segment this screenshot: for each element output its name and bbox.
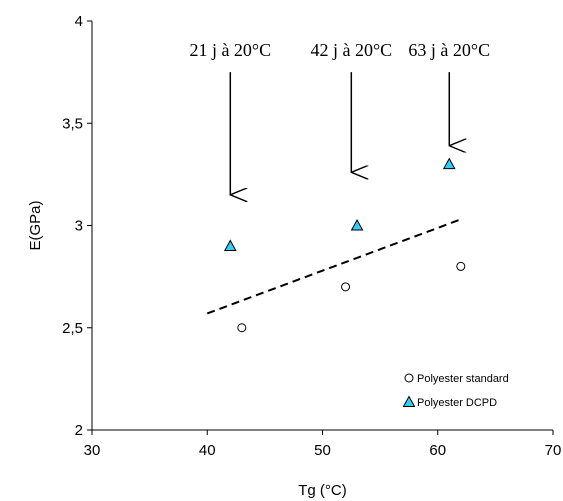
y-axis-title: E(GPa) bbox=[27, 200, 44, 250]
y-tick-label: 2,5 bbox=[62, 320, 83, 337]
x-tick-label: 40 bbox=[199, 442, 216, 459]
data-point-polyester-dcpd bbox=[350, 218, 364, 231]
x-tick-label: 50 bbox=[314, 442, 331, 459]
annotation-label: 21 j à 20°C bbox=[189, 40, 271, 60]
y-tick-label: 3,5 bbox=[62, 115, 83, 132]
data-point-polyester-dcpd bbox=[442, 157, 456, 170]
data-point-polyester-standard bbox=[341, 282, 351, 292]
x-tick-label: 30 bbox=[84, 442, 101, 459]
legend-label: Polyester DCPD bbox=[417, 397, 497, 409]
y-tick-label: 4 bbox=[75, 13, 83, 30]
data-point-polyester-standard bbox=[237, 323, 247, 333]
legend-label: Polyester standard bbox=[417, 373, 509, 385]
trendline bbox=[206, 218, 462, 315]
annotation-label: 63 j à 20°C bbox=[408, 40, 490, 60]
legend-marker bbox=[404, 373, 414, 383]
annotations: 21 j à 20°C 42 j à 20°C 63 j à 20°C bbox=[189, 40, 490, 195]
x-tick-label: 70 bbox=[545, 442, 562, 459]
annotation-label: 42 j à 20°C bbox=[310, 40, 392, 60]
y-tick-label: 3 bbox=[75, 218, 83, 235]
data-points bbox=[223, 157, 466, 333]
y-tick-label: 2 bbox=[75, 422, 83, 439]
legend-marker bbox=[402, 395, 416, 407]
trendline-layer bbox=[206, 218, 462, 315]
axes: 2 2,5 3 3,5 4 30 40 50 60 70 Tg (°C) E(GPa) bbox=[27, 13, 561, 499]
x-tick-label: 60 bbox=[429, 442, 446, 459]
data-point-polyester-standard bbox=[456, 261, 466, 271]
data-point-polyester-dcpd bbox=[223, 239, 237, 251]
x-axis-title: Tg (°C) bbox=[298, 482, 347, 499]
legend: Polyester standard Polyester DCPD bbox=[402, 373, 509, 409]
